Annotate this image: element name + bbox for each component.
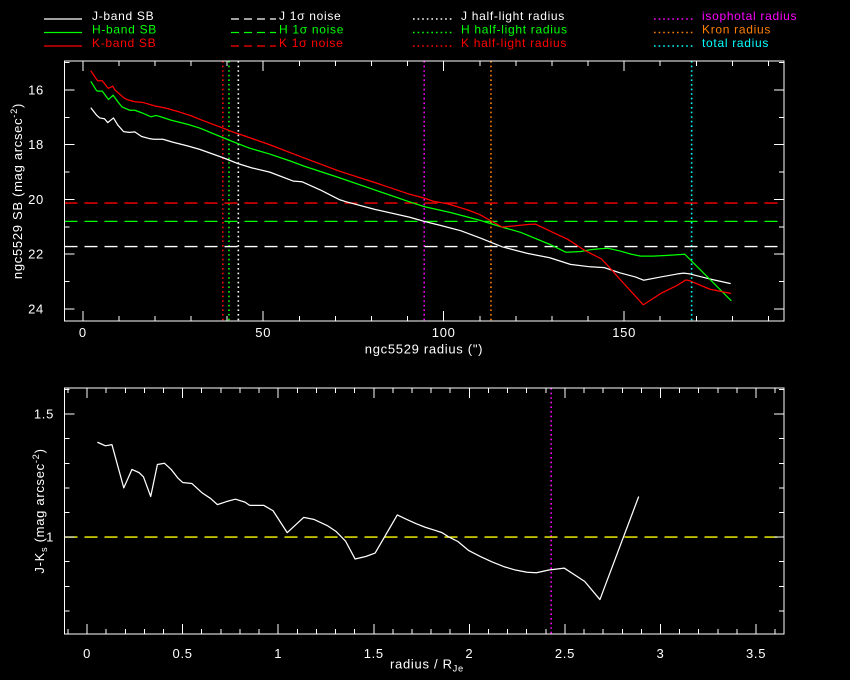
- legend-label: Kron radius: [702, 23, 771, 37]
- legend-item-kron-radius: Kron radius: [654, 23, 771, 37]
- legend-item-k-band-sb: K-band SB: [44, 36, 156, 50]
- curve-k-band-sb: [90, 70, 732, 306]
- legend-label: J half-light radius: [461, 9, 565, 23]
- x-tick-label: 1.5: [364, 646, 384, 661]
- curve-j-band-sb: [90, 107, 731, 285]
- x-axis-title: radius / RJe: [390, 657, 464, 674]
- text-run: radius / R: [390, 657, 453, 672]
- x-tick-label: 100: [432, 325, 456, 340]
- x-tick-label: 0.5: [173, 646, 193, 661]
- ticks: [64, 388, 784, 634]
- legend-label: total radius: [702, 36, 769, 50]
- text-run: J-K: [32, 552, 47, 574]
- y-tick-label: 20: [28, 192, 44, 207]
- x-axis-title: ngc5529 radius ("): [365, 342, 483, 357]
- x-tick-label: 3: [657, 646, 665, 661]
- y-tick-label: 1: [46, 530, 54, 545]
- legend-label: isophotal radius: [702, 9, 797, 23]
- x-tick-label: 3.5: [746, 646, 766, 661]
- legend-label: J-band SB: [92, 9, 154, 23]
- x-tick-label: 0: [79, 325, 87, 340]
- axes-frame: [64, 387, 785, 635]
- legend-item-h-band-sb: H-band SB: [44, 23, 157, 37]
- curve-h-band-sb: [90, 81, 732, 302]
- text-run: ): [10, 103, 25, 108]
- legend-label: K half-light radius: [461, 36, 567, 50]
- legend-item-isophotal-radius: isophotal radius: [654, 9, 797, 23]
- text-run: ngc5529 SB (mag arcsec: [10, 118, 25, 279]
- legend-item-j-1-noise: J 1σ noise: [231, 9, 341, 23]
- text-run: ngc5529 radius ("): [365, 342, 483, 357]
- legend-item-k-half-light-radius: K half-light radius: [413, 36, 567, 50]
- legend-label: H 1σ noise: [279, 23, 344, 37]
- text-run: Je: [453, 664, 464, 674]
- x-tick-label: 50: [255, 325, 271, 340]
- legend-item-h-half-light-radius: H half-light radius: [413, 23, 568, 37]
- y-tick-label: 24: [28, 301, 44, 316]
- legend-label: K-band SB: [92, 36, 156, 50]
- top-plot: 0 50 100 150 16 18 20 22 24 ngc5529 radius (") ngc…: [9, 60, 785, 357]
- text-run: -2: [31, 453, 41, 463]
- y-tick-label: 18: [28, 137, 44, 152]
- y-axis-title: ngc5529 SB (mag arcsec-2): [9, 103, 25, 279]
- bottom-plot: 0 0.5 1 1.5 2 2.5 3 3.5 1 1.5 radius / RJe J-Ks (ma…: [31, 387, 785, 674]
- x-tick-label: 1: [274, 646, 282, 661]
- legend-label: H half-light radius: [461, 23, 568, 37]
- y-tick-label: 16: [28, 83, 44, 98]
- legend-item-h-1-noise: H 1σ noise: [231, 23, 344, 37]
- y-axis-title: J-Ks (mag arcsec-2): [31, 448, 49, 573]
- legend-item-k-1-noise: K 1σ noise: [231, 36, 343, 50]
- legend-item-total-radius: total radius: [654, 36, 769, 50]
- text-run: -2: [9, 108, 19, 118]
- x-tick-label: 0: [83, 646, 91, 661]
- legend-label: H-band SB: [92, 23, 157, 37]
- curve-j-ks-colour-profile: [97, 441, 640, 601]
- x-tick-label: 2: [465, 646, 473, 661]
- x-tick-label: 150: [612, 325, 636, 340]
- axes-frame: [64, 60, 785, 322]
- text-run: (mag arcsec: [32, 463, 47, 547]
- ticks: [64, 61, 784, 321]
- legend-item-j-half-light-radius: J half-light radius: [413, 9, 565, 23]
- legend-label: K 1σ noise: [279, 36, 343, 50]
- y-tick-label: 22: [28, 247, 44, 262]
- legend-column-1: J-band SBH-band SBK-band SB: [44, 9, 157, 50]
- x-tick-label: 2.5: [555, 646, 575, 661]
- legend-item-j-band-sb: J-band SB: [44, 9, 154, 23]
- text-run: s: [39, 547, 49, 552]
- text-run: ): [32, 448, 47, 453]
- legend-label: J 1σ noise: [279, 9, 341, 23]
- y-tick-label: 1.5: [34, 407, 54, 422]
